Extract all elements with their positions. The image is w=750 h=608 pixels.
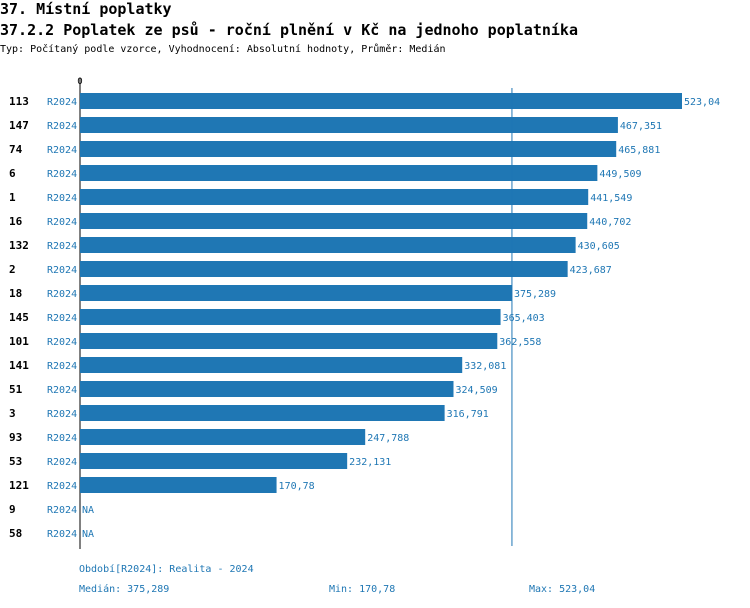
value-label: 365,403 (503, 313, 545, 324)
period-label: R2024 (47, 505, 77, 516)
category-label: 74 (9, 143, 23, 156)
bar (80, 117, 618, 133)
value-label: 449,509 (599, 169, 641, 180)
category-label: 141 (9, 359, 29, 372)
period-label: R2024 (47, 337, 77, 348)
category-label: 9 (9, 503, 16, 516)
category-label: 132 (9, 239, 29, 252)
period-label: R2024 (47, 385, 77, 396)
value-label: 441,549 (590, 193, 632, 204)
value-label: 465,881 (618, 145, 660, 156)
category-label: 16 (9, 215, 23, 228)
bar (80, 333, 498, 349)
section-title: 37. Místní poplatky (0, 0, 172, 18)
category-label: 93 (9, 431, 22, 444)
period-label: R2024 (47, 145, 77, 156)
bar (80, 429, 366, 445)
bar (80, 141, 617, 157)
value-label: 423,687 (570, 265, 612, 276)
period-label: R2024 (47, 121, 77, 132)
category-label: 121 (9, 479, 29, 492)
value-label: 232,131 (349, 457, 391, 468)
period-label: R2024 (47, 241, 77, 252)
period-label: R2024 (47, 217, 77, 228)
bar (80, 357, 463, 373)
chart-subtitle: Typ: Počítaný podle vzorce, Vyhodnocení:… (0, 44, 446, 55)
bar (80, 405, 445, 421)
period-label: R2024 (47, 361, 77, 372)
category-label: 51 (9, 383, 23, 396)
period-label: R2024 (47, 169, 77, 180)
chart-title: 37.2.2 Poplatek ze psů - roční plnění v … (0, 21, 578, 39)
period-label: R2024 (47, 97, 77, 108)
bar (80, 453, 348, 469)
value-label: 332,081 (464, 361, 506, 372)
value-label: 362,558 (499, 337, 541, 348)
value-label: 430,605 (578, 241, 620, 252)
bar (80, 285, 512, 301)
value-label: 324,509 (455, 385, 497, 396)
period-label: R2024 (47, 433, 77, 444)
period-legend: Období[R2024]: Realita - 2024 (79, 564, 254, 575)
value-label: 440,702 (589, 217, 631, 228)
bar (80, 165, 598, 181)
category-label: 101 (9, 335, 29, 348)
value-label: NA (82, 505, 94, 516)
period-label: R2024 (47, 529, 77, 540)
period-label: R2024 (47, 265, 77, 276)
category-label: 3 (9, 407, 16, 420)
category-label: 6 (9, 167, 16, 180)
value-label: NA (82, 529, 94, 540)
category-label: 53 (9, 455, 22, 468)
bar-chart: 0113R2024523,04147R2024467,35174R2024465… (9, 77, 720, 549)
value-label: 467,351 (620, 121, 662, 132)
value-label: 247,788 (367, 433, 409, 444)
period-label: R2024 (47, 457, 77, 468)
bar (80, 189, 589, 205)
category-label: 147 (9, 119, 29, 132)
median-summary: Medián: 375,289 (79, 584, 170, 595)
bar (80, 237, 576, 253)
period-label: R2024 (47, 289, 77, 300)
value-label: 523,04 (684, 97, 720, 108)
category-label: 145 (9, 311, 29, 324)
value-label: 170,78 (279, 481, 315, 492)
category-label: 18 (9, 287, 22, 300)
period-label: R2024 (47, 409, 77, 420)
bar (80, 381, 454, 397)
value-label: 316,791 (447, 409, 489, 420)
period-label: R2024 (47, 313, 77, 324)
period-label: R2024 (47, 193, 77, 204)
value-label: 375,289 (514, 289, 556, 300)
category-label: 1 (9, 191, 16, 204)
category-label: 2 (9, 263, 16, 276)
bar (80, 261, 568, 277)
bar (80, 93, 682, 109)
category-label: 113 (9, 95, 29, 108)
category-label: 58 (9, 527, 22, 540)
period-label: R2024 (47, 481, 77, 492)
bar (80, 477, 277, 493)
min-summary: Min: 170,78 (329, 584, 396, 595)
max-summary: Max: 523,04 (529, 584, 596, 595)
bar (80, 309, 501, 325)
bar (80, 213, 588, 229)
